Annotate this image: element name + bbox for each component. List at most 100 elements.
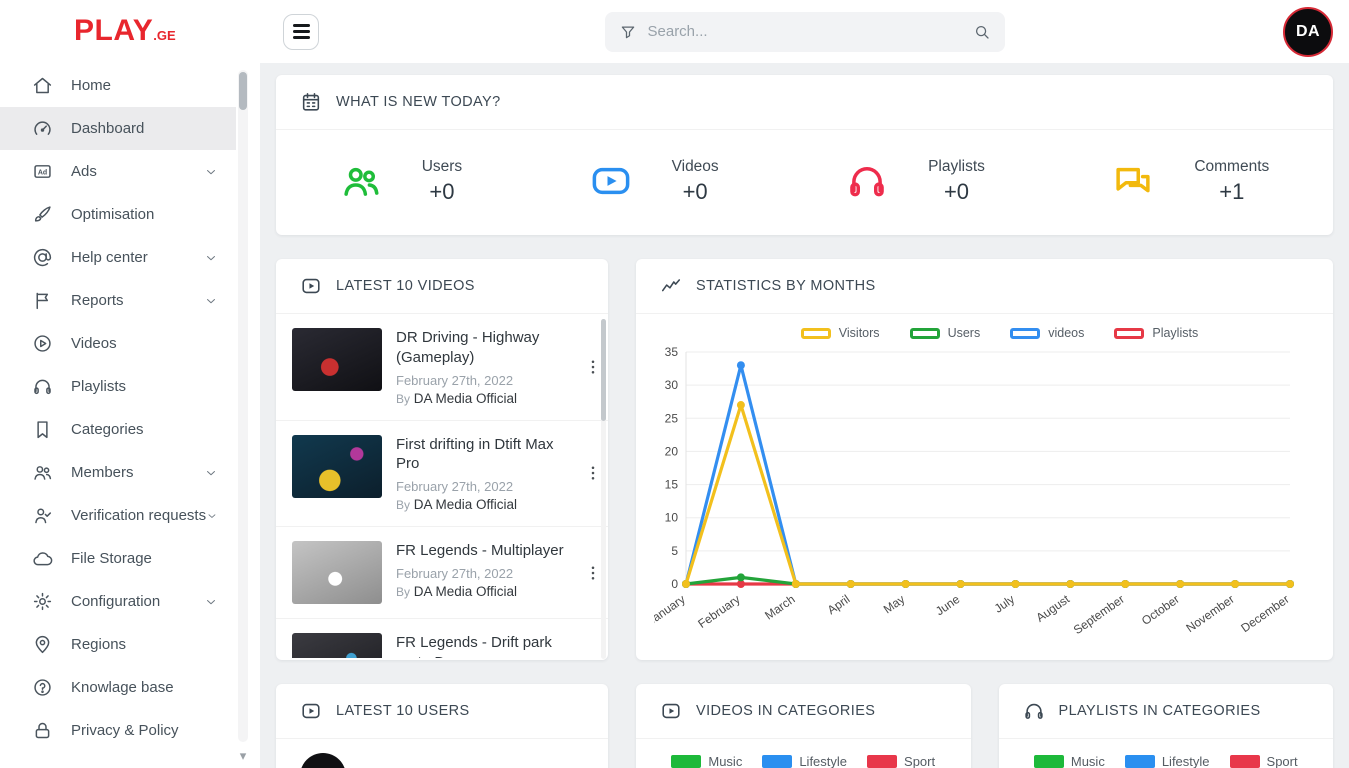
videos-list-scrollbar-thumb[interactable] bbox=[601, 319, 606, 421]
sidebar-scrollbar-thumb[interactable] bbox=[239, 72, 247, 110]
svg-text:December: December bbox=[1238, 592, 1291, 635]
chart-legend-videos[interactable]: videos bbox=[1010, 326, 1084, 340]
sidebar-item-reports[interactable]: Reports bbox=[0, 279, 236, 322]
chart-legend-playlists[interactable]: Playlists bbox=[1114, 326, 1198, 340]
sidebar-item-optimisation[interactable]: Optimisation bbox=[0, 193, 236, 236]
svg-text:September: September bbox=[1071, 592, 1127, 637]
sidebar-item-playlists[interactable]: Playlists bbox=[0, 365, 236, 408]
sidebar-menu: Home Dashboard Ad Ads Optimisation Help cente… bbox=[0, 64, 260, 752]
stat-users: Users +0 bbox=[340, 158, 462, 205]
legend-sport[interactable]: Sport bbox=[867, 754, 935, 768]
latest-videos-header: LATEST 10 VIDEOS bbox=[276, 259, 608, 314]
svg-text:20: 20 bbox=[665, 444, 679, 458]
topbar: DA bbox=[260, 0, 1349, 63]
sidebar-item-categories[interactable]: Categories bbox=[0, 408, 236, 451]
user-list-item[interactable]: ▶DA Commercial bbox=[276, 739, 608, 768]
svg-text:April: April bbox=[825, 592, 853, 617]
sidebar-item-label: Members bbox=[71, 464, 134, 481]
main-content: WHAT IS NEW TODAY? Users +0 Videos +0 Playli… bbox=[260, 63, 1349, 768]
users-icon bbox=[340, 160, 382, 202]
whats-new-header: WHAT IS NEW TODAY? bbox=[276, 75, 1333, 130]
kebab-menu-icon[interactable] bbox=[584, 464, 602, 482]
sidebar-item-file-storage[interactable]: File Storage bbox=[0, 537, 236, 580]
stats-chart: 0 5 10 15 20 25 30 35 January February March April M… bbox=[636, 340, 1333, 655]
scroll-down-icon[interactable]: ▾ bbox=[239, 748, 247, 763]
cloud-icon bbox=[32, 548, 53, 569]
sidebar-item-label: Configuration bbox=[71, 593, 161, 610]
sidebar-item-videos[interactable]: Videos bbox=[0, 322, 236, 365]
stat-label: Playlists bbox=[928, 157, 985, 175]
users-list: ▶DA Commercial bbox=[276, 739, 608, 768]
kebab-menu-icon[interactable] bbox=[584, 358, 602, 376]
video-title: DR Driving - Highway (Gameplay) bbox=[396, 329, 540, 366]
flag-icon bbox=[32, 290, 53, 311]
videos-categories-header: VIDEOS IN CATEGORIES bbox=[636, 684, 971, 739]
video-list-item[interactable]: DR Driving - Highway (Gameplay) February … bbox=[276, 314, 608, 421]
sidebar-item-label: File Storage bbox=[71, 550, 152, 567]
svg-text:Ad: Ad bbox=[38, 169, 47, 176]
today-stats: Users +0 Videos +0 Playlists +0 Comments +1 bbox=[276, 130, 1333, 232]
sidebar-item-label: Regions bbox=[71, 636, 127, 653]
statistics-card: STATISTICS BY MONTHS Visitors Users videos… bbox=[636, 259, 1333, 660]
legend-music[interactable]: Music bbox=[1033, 754, 1105, 768]
pin-icon bbox=[32, 634, 53, 655]
sidebar-scrollbar[interactable] bbox=[238, 70, 248, 742]
search-input[interactable] bbox=[647, 23, 962, 40]
logo[interactable]: PLAY.GE bbox=[0, 0, 260, 56]
video-author: By DA Media Official bbox=[396, 497, 518, 513]
sidebar-item-label: Verification requests bbox=[71, 507, 207, 524]
video-author: By DA Media Official bbox=[396, 583, 518, 599]
stat-label: Users bbox=[421, 157, 463, 175]
sidebar-item-help-center[interactable]: Help center bbox=[0, 236, 236, 279]
svg-text:35: 35 bbox=[665, 345, 679, 359]
sidebar-item-label: Help center bbox=[71, 249, 148, 266]
chart-legend-visitors[interactable]: Visitors bbox=[800, 326, 880, 340]
kebab-menu-icon[interactable] bbox=[584, 564, 602, 582]
video-list-item[interactable]: First drifting in Dtift Max Pro February … bbox=[276, 421, 608, 528]
question-icon bbox=[32, 677, 53, 698]
legend-lifestyle[interactable]: Lifestyle bbox=[762, 754, 847, 768]
legend-music[interactable]: Music bbox=[671, 754, 742, 768]
sidebar-item-ads[interactable]: Ad Ads bbox=[0, 150, 236, 193]
chevron-down-icon bbox=[204, 466, 218, 480]
video-thumbnail bbox=[292, 541, 382, 605]
playlists-categories-header: PLAYLISTS IN CATEGORIES bbox=[998, 684, 1333, 739]
statistics-line-chart: 0 5 10 15 20 25 30 35 January February March April M… bbox=[645, 345, 1294, 637]
legend-sport[interactable]: Sport bbox=[1229, 754, 1298, 768]
sidebar-item-members[interactable]: Members bbox=[0, 451, 236, 494]
sidebar-item-label: Privacy & Policy bbox=[71, 722, 179, 739]
logo-suffix: .GE bbox=[153, 28, 176, 43]
video-thumbnail bbox=[292, 434, 382, 498]
videos-categories-card: VIDEOS IN CATEGORIES Music Lifestyle Sport bbox=[636, 684, 971, 768]
sidebar-item-label: Knowlage base bbox=[71, 679, 174, 696]
search-icon[interactable] bbox=[973, 23, 991, 41]
sidebar-item-label: Videos bbox=[71, 335, 117, 352]
brush-icon bbox=[32, 204, 53, 225]
sidebar-item-privacy-policy[interactable]: Privacy & Policy bbox=[0, 709, 236, 752]
sidebar-item-dashboard[interactable]: Dashboard bbox=[0, 107, 236, 150]
video-list-item[interactable]: FR Legends - Multiplayer February 27th, 2… bbox=[276, 527, 608, 620]
legend-row: Music Lifestyle Sport bbox=[671, 754, 935, 768]
sidebar-item-home[interactable]: Home bbox=[0, 64, 236, 107]
sidebar-item-label: Reports bbox=[71, 292, 124, 309]
menu-toggle-button[interactable] bbox=[283, 13, 319, 50]
sidebar-item-knowlage-base[interactable]: Knowlage base bbox=[0, 666, 236, 709]
sidebar-item-verification-requests[interactable]: Verification requests bbox=[0, 494, 236, 537]
headphones-icon bbox=[32, 376, 53, 397]
chevron-down-icon bbox=[206, 509, 218, 523]
legend-lifestyle[interactable]: Lifestyle bbox=[1124, 754, 1210, 768]
videos-list-scrollbar[interactable] bbox=[601, 319, 606, 659]
gauge-icon bbox=[32, 118, 53, 139]
sidebar-item-regions[interactable]: Regions bbox=[0, 623, 236, 666]
chart-legend-users[interactable]: Users bbox=[909, 326, 980, 340]
video-date: February 27th, 2022 bbox=[396, 372, 514, 388]
video-author: By DA Media Official bbox=[396, 390, 518, 406]
sidebar-item-label: Categories bbox=[71, 421, 144, 438]
profile-avatar[interactable]: DA bbox=[1283, 6, 1333, 57]
chevron-down-icon bbox=[204, 294, 218, 308]
video-list-item[interactable]: FR Legends - Drift park route DFebruary … bbox=[276, 619, 608, 658]
sidebar-item-configuration[interactable]: Configuration bbox=[0, 580, 236, 623]
svg-text:10: 10 bbox=[665, 511, 679, 525]
statistics-title: STATISTICS BY MONTHS bbox=[696, 278, 876, 294]
filter-icon[interactable] bbox=[619, 23, 637, 41]
